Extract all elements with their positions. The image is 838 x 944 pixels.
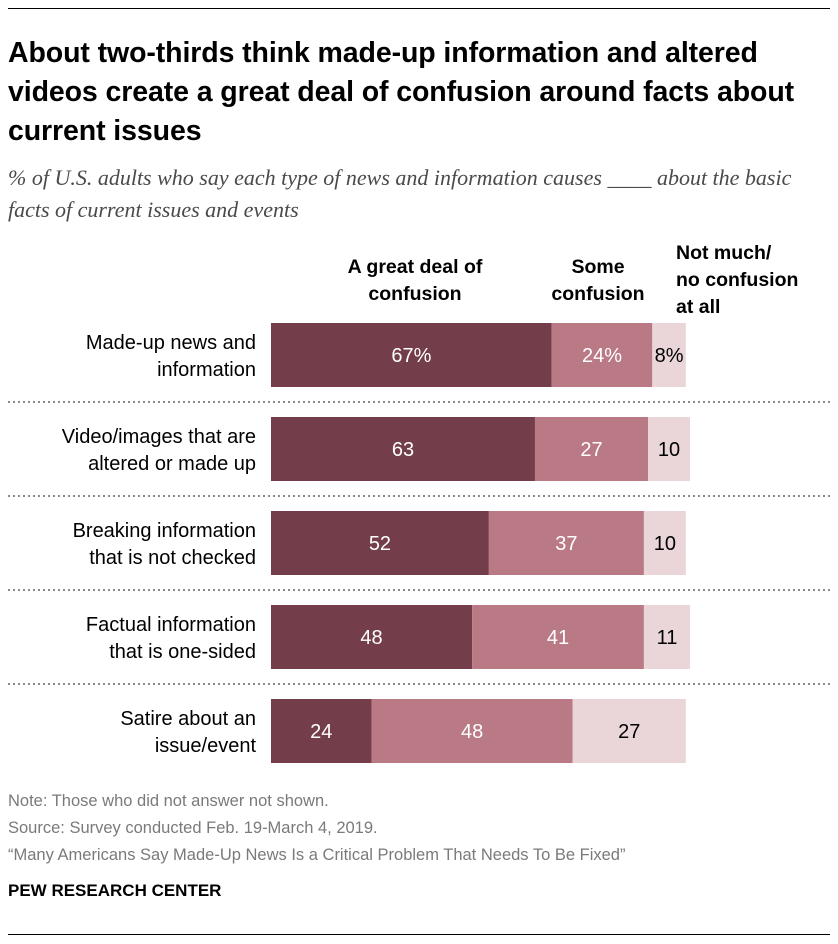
bar-3-series-1	[472, 605, 644, 669]
bar-label-1-series-0: 63	[392, 439, 414, 461]
bar-label-2-series-0: 52	[369, 533, 391, 555]
bar-label-1-series-1: 27	[580, 439, 602, 461]
bar-1-series-1	[534, 417, 649, 481]
chart-subtitle: % of U.S. adults who say each type of ne…	[8, 165, 792, 222]
category-label-4-line-0: Satire about an	[120, 708, 256, 730]
bar-4-series-1	[371, 699, 573, 763]
bar-label-3-series-2: 11	[657, 627, 678, 649]
note-text: Note: Those who did not answer not shown…	[8, 792, 329, 810]
bar-label-3-series-1: 41	[547, 627, 569, 649]
bar-0-series-0	[271, 323, 552, 387]
bar-2-series-2	[643, 511, 686, 575]
bar-label-1-series-2: 10	[658, 439, 680, 461]
bar-0-series-2	[652, 323, 686, 387]
legend-not-much-line3: at all	[676, 296, 721, 318]
bar-label-0-series-2: 8%	[655, 345, 684, 367]
bar-label-4-series-2: 27	[618, 721, 640, 743]
legend-some: Some confusion	[538, 254, 658, 308]
source-text: Source: Survey conducted Feb. 19-March 4…	[8, 819, 378, 837]
bar-3-series-2	[643, 605, 690, 669]
legend-not-much: Not much/ no confusion at all	[676, 240, 836, 321]
stacked-bar-chart: Made-up news and information 67% 24% 8% Video…	[8, 323, 830, 763]
bar-4-series-2	[572, 699, 686, 763]
legend-great-deal-line2: confusion	[368, 283, 462, 305]
category-label-4-line-1: issue/event	[155, 735, 257, 757]
category-label-2-line-0: Breaking information	[73, 520, 256, 542]
bar-label-4-series-0: 24	[310, 721, 332, 743]
bar-label-2-series-1: 37	[555, 533, 577, 555]
top-rule	[8, 8, 830, 9]
bar-0-series-1	[551, 323, 653, 387]
bar-label-3-series-0: 48	[360, 627, 382, 649]
legend-not-much-line2: no confusion	[676, 269, 799, 291]
bar-label-2-series-2: 10	[654, 533, 676, 555]
category-label-2-line-1: that is not checked	[89, 547, 256, 569]
brand-name: PEW RESEARCH CENTER	[8, 881, 222, 900]
legend-not-much-line1: Not much/	[676, 242, 772, 264]
bar-label-0-series-0: 67%	[391, 345, 431, 367]
bar-label-0-series-1: 24%	[582, 345, 622, 367]
bar-1-series-2	[648, 417, 690, 481]
category-label-3-line-1: that is one-sided	[109, 641, 256, 663]
bar-4-series-0	[271, 699, 372, 763]
legend-great-deal-line1: A great deal of	[347, 256, 483, 278]
category-label-1-line-1: altered or made up	[88, 453, 256, 475]
category-label-0-line-1: information	[157, 359, 256, 381]
bar-1-series-0	[271, 417, 535, 481]
report-title: “Many Americans Say Made-Up News Is a Cr…	[8, 846, 626, 864]
category-label-0-line-0: Made-up news and	[86, 332, 256, 354]
legend-great-deal: A great deal of confusion	[330, 254, 500, 308]
bar-3-series-0	[271, 605, 473, 669]
legend-some-line2: confusion	[551, 283, 645, 305]
bar-label-4-series-1: 48	[461, 721, 483, 743]
bar-2-series-0	[271, 511, 489, 575]
category-label-3-line-0: Factual information	[86, 614, 256, 636]
bottom-rule	[8, 934, 830, 935]
legend-some-line1: Some	[571, 256, 625, 278]
chart-title: About two-thirds think made-up informati…	[8, 37, 795, 147]
category-label-1-line-0: Video/images that are	[62, 426, 256, 448]
bar-2-series-1	[488, 511, 644, 575]
